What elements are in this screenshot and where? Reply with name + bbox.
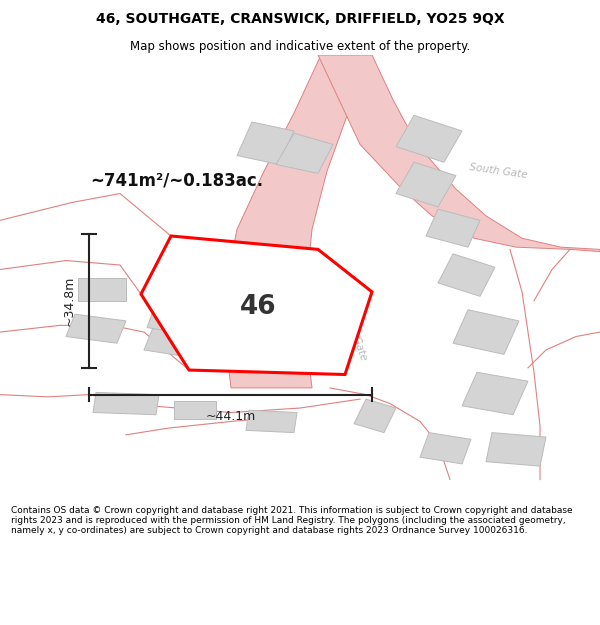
Text: Map shows position and indicative extent of the property.: Map shows position and indicative extent…: [130, 39, 470, 52]
Text: South Gate: South Gate: [469, 162, 527, 180]
Text: South Gate: South Gate: [339, 303, 369, 361]
Text: ~44.1m: ~44.1m: [205, 409, 256, 422]
Polygon shape: [354, 399, 396, 432]
Polygon shape: [144, 328, 195, 357]
Polygon shape: [426, 209, 480, 247]
Text: Contains OS data © Crown copyright and database right 2021. This information is : Contains OS data © Crown copyright and d…: [11, 506, 572, 536]
Text: 46, SOUTHGATE, CRANSWICK, DRIFFIELD, YO25 9QX: 46, SOUTHGATE, CRANSWICK, DRIFFIELD, YO2…: [95, 12, 505, 26]
Polygon shape: [78, 279, 126, 301]
Text: 46: 46: [239, 294, 277, 321]
Text: ~741m²/~0.183ac.: ~741m²/~0.183ac.: [91, 171, 263, 189]
Polygon shape: [174, 401, 216, 419]
Polygon shape: [237, 122, 294, 164]
Polygon shape: [396, 116, 462, 162]
Polygon shape: [420, 432, 471, 464]
Polygon shape: [225, 55, 372, 388]
Polygon shape: [453, 310, 519, 354]
Polygon shape: [93, 392, 159, 415]
Polygon shape: [66, 314, 126, 343]
Polygon shape: [246, 410, 297, 432]
Polygon shape: [141, 236, 372, 374]
Polygon shape: [147, 303, 198, 334]
Polygon shape: [438, 254, 495, 296]
Polygon shape: [462, 372, 528, 415]
Polygon shape: [486, 432, 546, 466]
Text: ~34.8m: ~34.8m: [63, 276, 76, 326]
Polygon shape: [276, 133, 333, 173]
Polygon shape: [318, 55, 600, 252]
Polygon shape: [396, 162, 456, 207]
